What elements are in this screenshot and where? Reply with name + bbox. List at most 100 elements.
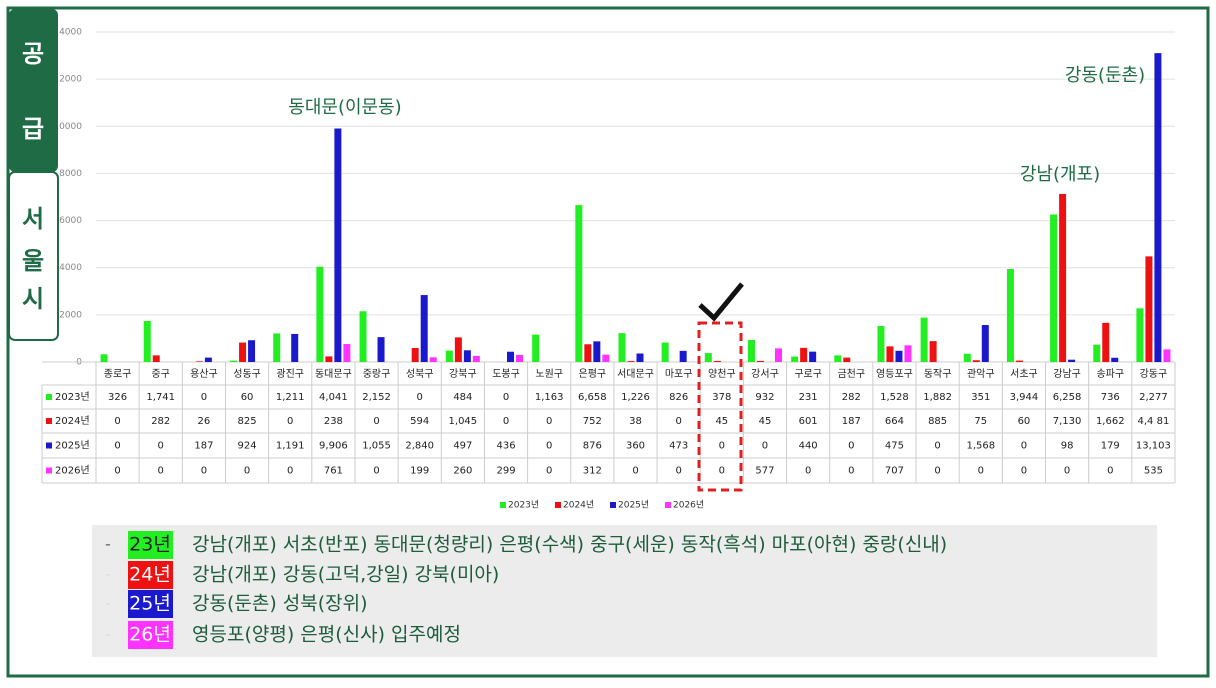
bar xyxy=(325,356,333,362)
tab-label: 공 xyxy=(22,40,44,68)
bar xyxy=(152,355,160,362)
table-value: 238 xyxy=(324,416,343,427)
table-value: 0 xyxy=(114,441,120,452)
y-tick-label: 6000 xyxy=(59,216,82,226)
table-value: 13,103 xyxy=(1136,441,1171,452)
table-value: 0 xyxy=(373,466,379,477)
bar xyxy=(100,354,108,362)
category-label: 도봉구 xyxy=(492,368,520,380)
note-text: 강동(둔촌) 성북(장위) xyxy=(192,593,368,615)
category-label: 성동구 xyxy=(233,368,261,380)
bar xyxy=(661,342,669,362)
notes-box xyxy=(92,525,1157,657)
table-value: 1,741 xyxy=(146,392,175,403)
bar xyxy=(809,351,817,362)
category-label: 광진구 xyxy=(276,368,304,380)
table-value: 0 xyxy=(675,416,681,427)
bar xyxy=(756,360,764,362)
table-value: 0 xyxy=(503,392,509,403)
note-dash: - xyxy=(105,565,111,584)
table-value: 0 xyxy=(114,466,120,477)
table-value: 1,045 xyxy=(449,416,478,427)
table-value: 1,662 xyxy=(1096,416,1125,427)
note-dash: - xyxy=(105,625,111,644)
bar xyxy=(248,340,256,362)
table-value: 0 xyxy=(1021,466,1027,477)
table-value: 26 xyxy=(198,416,211,427)
table-value: 231 xyxy=(799,392,818,403)
table-value: 45 xyxy=(715,416,728,427)
table-value: 312 xyxy=(583,466,602,477)
bar xyxy=(791,356,799,362)
tab-label: 서 xyxy=(22,205,44,233)
table-value: 260 xyxy=(453,466,472,477)
table-value: 6,658 xyxy=(578,392,607,403)
table-value: 497 xyxy=(453,441,472,452)
table-value: 45 xyxy=(759,416,772,427)
bar xyxy=(1154,53,1162,363)
table-value: 7,130 xyxy=(1053,416,1082,427)
bar xyxy=(334,128,342,362)
table-value: 326 xyxy=(108,392,127,403)
legend-label: 2026년 xyxy=(673,500,704,511)
bar xyxy=(929,341,937,362)
row-label: 2023년 xyxy=(55,391,90,403)
category-label: 관악구 xyxy=(967,368,995,380)
table-value: 0 xyxy=(503,416,509,427)
table-value: 4,4 81 xyxy=(1138,416,1170,427)
chart: 02000400060008000100001200014000종로구중구용산구… xyxy=(41,28,1176,511)
bar xyxy=(273,333,281,362)
table-value: 0 xyxy=(201,392,207,403)
bar xyxy=(291,333,299,362)
bar xyxy=(602,354,610,362)
table-value: 0 xyxy=(719,466,725,477)
category-label: 강북구 xyxy=(449,368,477,380)
table-value: 436 xyxy=(496,441,515,452)
bar xyxy=(1059,193,1067,362)
bar xyxy=(532,334,540,362)
bar xyxy=(895,350,903,362)
bar xyxy=(230,360,238,362)
bar xyxy=(972,360,980,362)
bar xyxy=(1136,308,1144,362)
bar xyxy=(843,357,851,362)
bar xyxy=(886,346,894,362)
table-value: 0 xyxy=(675,466,681,477)
table-value: 761 xyxy=(324,466,343,477)
category-label: 동작구 xyxy=(924,368,952,380)
bar xyxy=(713,360,721,362)
y-tick-label: 8000 xyxy=(59,169,82,179)
table-value: 9,906 xyxy=(319,441,348,452)
table-value: 1,882 xyxy=(923,392,952,403)
bar xyxy=(204,357,212,362)
table-value: 0 xyxy=(762,441,768,452)
table-value: 1,568 xyxy=(966,441,995,452)
category-label: 노원구 xyxy=(535,368,563,380)
table-value: 199 xyxy=(410,466,429,477)
bar xyxy=(1145,256,1153,362)
table-value: 187 xyxy=(194,441,213,452)
bar xyxy=(920,317,928,362)
category-label: 서초구 xyxy=(1010,368,1038,380)
category-label: 서대문구 xyxy=(617,368,654,380)
legend-swatch xyxy=(500,502,506,508)
table-value: 876 xyxy=(583,441,602,452)
table-value: 0 xyxy=(244,466,250,477)
table-value: 0 xyxy=(632,466,638,477)
bar xyxy=(1102,322,1110,362)
bar xyxy=(463,350,471,362)
category-label: 중구 xyxy=(152,368,170,380)
table-value: 535 xyxy=(1144,466,1163,477)
row-swatch xyxy=(46,442,52,449)
bar xyxy=(316,266,324,362)
table-value: 179 xyxy=(1101,441,1120,452)
note-tag: 24년 xyxy=(129,564,171,586)
table-value: 75 xyxy=(974,416,987,427)
table-value: 601 xyxy=(799,416,818,427)
note-tag: 23년 xyxy=(129,534,171,556)
table-value: 484 xyxy=(453,392,472,403)
table-value: 577 xyxy=(755,466,774,477)
bar xyxy=(445,350,453,362)
table-value: 752 xyxy=(583,416,602,427)
row-label: 2026년 xyxy=(55,465,90,477)
